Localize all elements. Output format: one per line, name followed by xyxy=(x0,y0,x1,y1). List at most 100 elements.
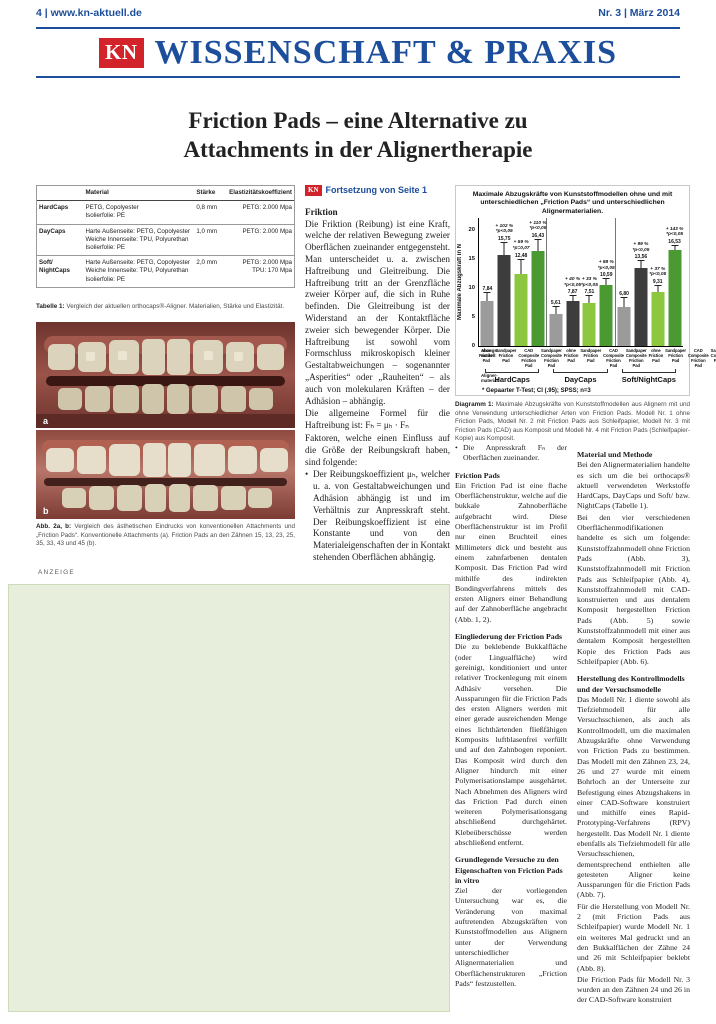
bar-cell: + 110 % *p<0,05 16,43 xyxy=(529,218,547,347)
row-elasticity: PETG: 2.000 Mpa xyxy=(227,224,294,257)
bar-x-label: Sandpaper Friction Pad xyxy=(580,348,602,364)
article-title: Friction Pads – eine Alternative zu Atta… xyxy=(0,106,716,164)
group-name: Soft/NightCaps xyxy=(621,375,676,385)
paragraph: Die zu beklebende Bukkalfläche (oder Lin… xyxy=(455,642,567,847)
material-line: Isolierfolie: PE xyxy=(85,275,125,283)
bar-x-label: CAD Composite Friction Pad xyxy=(603,348,624,369)
article-column-2: KN Fortsetzung von Seite 1 Friktion Die F… xyxy=(305,185,450,565)
group-cell: Soft/NightCaps xyxy=(615,369,683,384)
bar-value-label: 9,31 xyxy=(652,279,663,286)
group-cell: DayCaps xyxy=(546,369,614,384)
diagram-1-chart: Maximale Abzugskräfte von Kunststoffmode… xyxy=(455,185,716,396)
chart-footnote: * Gepaarter T-Test; CI (.95); SPSS; n=3 xyxy=(482,388,591,395)
bar xyxy=(599,284,613,347)
elasticity-line: TPU: 170 Mpa xyxy=(252,267,292,275)
bar-x-label: Sandpaper Composite Friction Pad xyxy=(541,348,562,369)
chart-title: Maximale Abzugskräfte von Kunststoffmode… xyxy=(472,191,673,215)
table-caption-text: Vergleich der aktuellen orthocaps®-Align… xyxy=(64,303,285,310)
bullet-marker: • xyxy=(455,443,458,452)
bar xyxy=(617,306,631,347)
chart-row-label-model: Abzugs- modell: xyxy=(481,348,499,359)
bar-cell: + 37 % *p<0,05 9,31 xyxy=(649,218,666,347)
row-material: Harte Außenseite: PETG, Copolyester Weich… xyxy=(83,256,194,287)
bar-value-label: 5,61 xyxy=(550,300,561,307)
table-caption-label: Tabelle 1: xyxy=(36,303,65,310)
section-heading: Eingliederung der Friction Pads xyxy=(455,632,563,642)
row-thickness: 1,0 mm xyxy=(194,224,228,257)
elasticity-line: PETG: 2.000 Mpa xyxy=(242,227,292,235)
photo-caption: Abb. 2a, b: Vergleich des ästhetischen E… xyxy=(36,523,295,549)
material-line: Isolierfolie: PE xyxy=(85,244,125,252)
bar-cell: + 102 % *p<0,05 15,75 xyxy=(495,218,513,347)
y-tick-label: 10 xyxy=(468,285,475,292)
row-material: PETG, Copolyester Isolierfolie: PE xyxy=(83,200,195,225)
article-column-4: Material und Methode Bei den Alignermater… xyxy=(577,443,690,1007)
kn-logo: KN xyxy=(99,38,144,68)
x-label-group: ohne Friction Pad Sandpaper Friction Pad C… xyxy=(478,346,563,368)
chart-caption-label: Diagramm 1: xyxy=(455,401,494,408)
page-number-and-url: 4 | www.kn-aktuell.de xyxy=(36,7,142,19)
group-name: HardCaps xyxy=(494,375,530,385)
y-tick-label: 15 xyxy=(468,256,475,263)
bar-value-label: 7,51 xyxy=(584,289,595,296)
y-tick-label: 5 xyxy=(471,314,475,321)
materials-table: Material Stärke Elastizitätskoeffizient Har… xyxy=(36,185,295,288)
bar-x-label: Sandpaper Friction Pad xyxy=(495,348,517,364)
bar xyxy=(531,250,545,347)
bar-annotation: + 88 % *p<0,05 xyxy=(597,259,615,271)
bar-value-label: 13,56 xyxy=(634,254,648,261)
bar-cell: + 88 % *p<0,05 10,59 xyxy=(597,218,615,347)
bar-annotation: + 59 % *p=0,07 xyxy=(512,240,530,251)
bar-group: 5,61 + 40 % *p<0,05 7,87 + 33 % *p<0,05 7,51… xyxy=(547,218,616,347)
bar-value-label: 7,84 xyxy=(482,285,493,292)
bar-cell: + 59 % *p=0,07 12,48 xyxy=(512,218,530,347)
paragraph: Das Modell Nr. 1 diente sowohl als Tiefz… xyxy=(577,694,690,900)
material-line: Isolierfolie: PE xyxy=(85,212,125,220)
bar xyxy=(668,250,682,347)
paragraph: Bei den vier verschiedenen Oberflächenmo… xyxy=(577,512,690,666)
bar-value-label: 7,87 xyxy=(567,289,578,296)
intraoral-photo-a: a xyxy=(36,322,295,428)
bar-cell: 5,61 xyxy=(547,218,564,347)
attachment-dots xyxy=(86,351,243,361)
bar-x-label: Sandpaper Composite Friction Pad xyxy=(625,348,647,369)
elasticity-line: PETG: 2.000 Mpa xyxy=(242,204,292,212)
photo-a-label: a xyxy=(43,416,49,426)
bar-annotation: + 110 % *p<0,05 xyxy=(529,220,547,232)
bar-annotation: + 40 % *p<0,05 xyxy=(564,276,582,288)
advertisement-placeholder xyxy=(8,584,450,1012)
paragraph: Die Friction Pads für Modell Nr. 3 wurde… xyxy=(577,974,690,1005)
row-thickness: 2,0 mm xyxy=(196,259,218,267)
paragraph: • Der Reibungskoeffizient μₕ, welcher u. … xyxy=(305,469,450,563)
row-elasticity: PETG: 2.000 Mpa TPU: 170 Mpa xyxy=(227,256,294,287)
material-line: Weiche Innenseite: TPU, Polyurethan xyxy=(85,235,189,243)
bar-x-label: ohne Friction Pad xyxy=(648,348,664,364)
kn-mini-logo: KN xyxy=(305,185,322,197)
photo-caption-text: Vergleich des ästhetischen Eindrucks von… xyxy=(36,523,295,548)
continuation-label: Fortsetzung von Seite 1 xyxy=(325,185,428,195)
bar-cell: 6,80 xyxy=(616,218,633,347)
bar-x-label: Sandpaper Friction Pad xyxy=(665,348,686,364)
bar-value-label: 10,59 xyxy=(599,272,613,279)
bar-x-label: CAD Composite Friction Pad xyxy=(687,348,709,369)
bar-value-label: 12,48 xyxy=(514,252,528,259)
table-header-cell: Elastizitätskoeffizient xyxy=(227,186,294,202)
bar-x-label: ohne Friction Pad xyxy=(563,348,579,364)
chart-y-axis: 0 5 10 15 20 xyxy=(465,218,477,350)
materials-table-grid: Material Stärke Elastizitätskoeffizient Har… xyxy=(37,186,294,287)
bar-group: 7,84 + 102 % *p<0,05 15,75 + 59 % *p=0,07 12… xyxy=(479,218,548,347)
bar xyxy=(651,292,665,347)
chart-caption: Diagramm 1: Maximale Abzugskräfte von Ku… xyxy=(455,401,690,444)
bar-x-label: CAD Composite Friction Pad xyxy=(518,348,540,369)
photo-b-label: b xyxy=(43,506,49,516)
bar xyxy=(582,302,596,347)
section-heading: Herstellung des Kontrollmodells und der … xyxy=(577,674,685,694)
column-2-text: Friktion Die Friktion (Reibung) ist eine … xyxy=(305,207,450,564)
bullet-marker: • xyxy=(305,469,309,480)
paragraph: Für die Herstellung von Modell Nr. 2 (mi… xyxy=(577,901,690,973)
bar xyxy=(480,300,494,347)
masthead: KN WISSENSCHAFT & PRAXIS xyxy=(36,33,680,73)
continuation-notice: KN Fortsetzung von Seite 1 xyxy=(305,185,450,197)
bar-value-label: 15,75 xyxy=(497,235,511,242)
y-tick-label: 0 xyxy=(471,343,475,350)
